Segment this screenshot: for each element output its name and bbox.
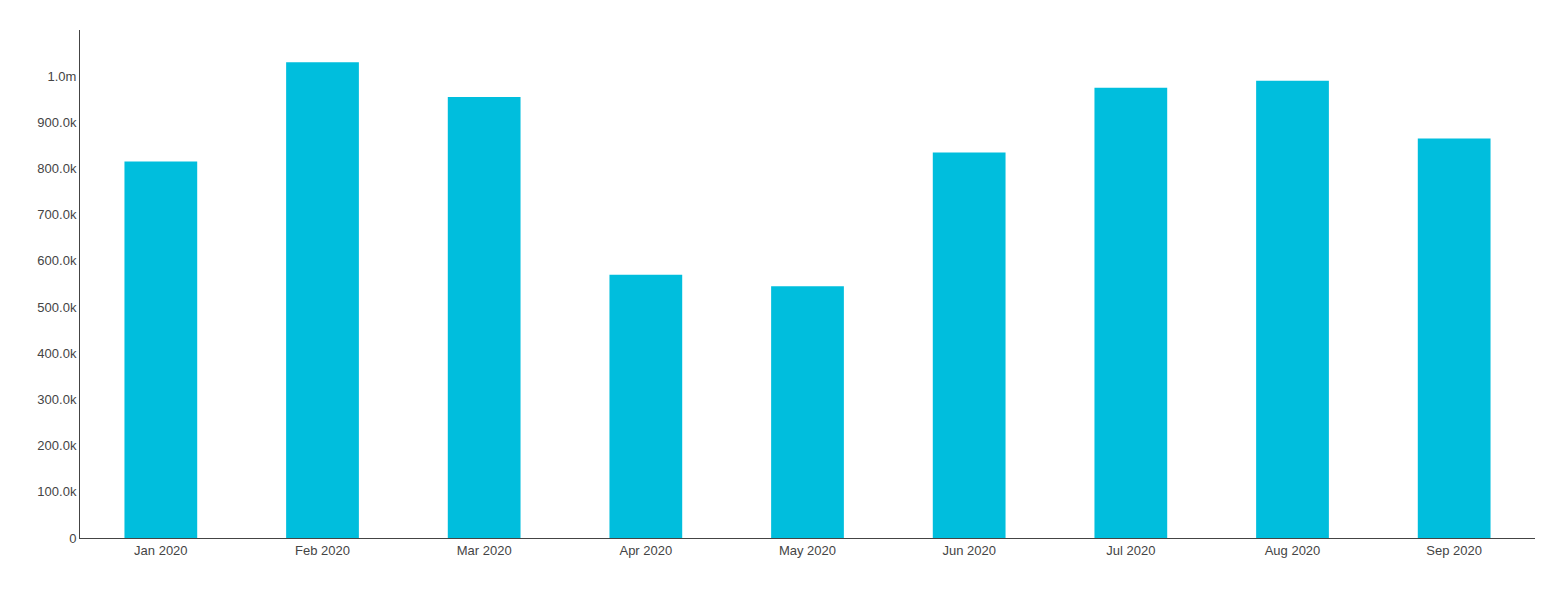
svg-text:Jul 2020: Jul 2020	[1106, 543, 1155, 558]
svg-text:Sep 2020: Sep 2020	[1426, 543, 1482, 558]
svg-text:600.0k: 600.0k	[37, 253, 77, 268]
svg-text:Jan 2020: Jan 2020	[134, 543, 188, 558]
svg-text:0: 0	[69, 531, 76, 546]
svg-text:Apr 2020: Apr 2020	[619, 543, 672, 558]
svg-text:Mar 2020: Mar 2020	[457, 543, 512, 558]
svg-text:1.0m: 1.0m	[47, 69, 76, 84]
svg-text:Jun 2020: Jun 2020	[942, 543, 996, 558]
svg-text:100.0k: 100.0k	[37, 484, 77, 499]
svg-text:500.0k: 500.0k	[37, 300, 77, 315]
svg-text:700.0k: 700.0k	[37, 207, 77, 222]
svg-text:800.0k: 800.0k	[37, 161, 77, 176]
svg-text:May 2020: May 2020	[779, 543, 836, 558]
svg-text:Feb 2020: Feb 2020	[295, 543, 350, 558]
svg-text:300.0k: 300.0k	[37, 392, 77, 407]
svg-text:900.0k: 900.0k	[37, 115, 77, 130]
svg-text:200.0k: 200.0k	[37, 438, 77, 453]
svg-text:400.0k: 400.0k	[37, 346, 77, 361]
svg-text:Aug 2020: Aug 2020	[1265, 543, 1321, 558]
